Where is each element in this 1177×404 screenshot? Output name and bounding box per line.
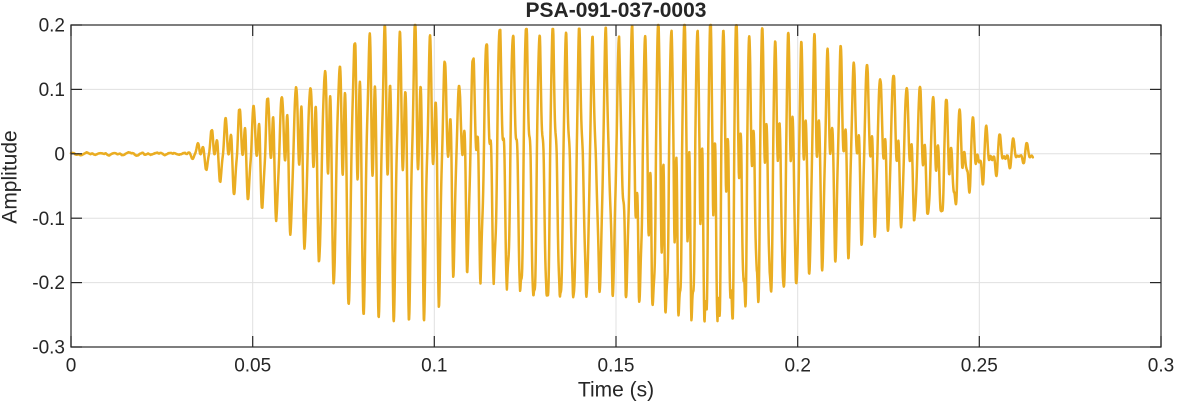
svg-text:0.1: 0.1 xyxy=(421,356,447,377)
svg-text:0.05: 0.05 xyxy=(234,356,271,377)
svg-text:0.15: 0.15 xyxy=(598,356,635,377)
svg-text:-0.1: -0.1 xyxy=(32,209,65,230)
svg-text:-0.2: -0.2 xyxy=(32,273,65,294)
svg-text:PSA-091-037-0003: PSA-091-037-0003 xyxy=(526,0,707,22)
svg-text:-0.3: -0.3 xyxy=(32,338,65,359)
svg-text:Amplitude: Amplitude xyxy=(0,130,22,223)
svg-text:0.2: 0.2 xyxy=(39,16,65,37)
svg-text:0.1: 0.1 xyxy=(39,80,65,101)
svg-text:0.25: 0.25 xyxy=(961,356,998,377)
svg-text:0.2: 0.2 xyxy=(784,356,810,377)
svg-text:0.3: 0.3 xyxy=(1148,356,1174,377)
svg-text:Time (s): Time (s) xyxy=(578,379,654,402)
svg-text:0: 0 xyxy=(54,144,65,165)
svg-text:0: 0 xyxy=(66,356,77,377)
